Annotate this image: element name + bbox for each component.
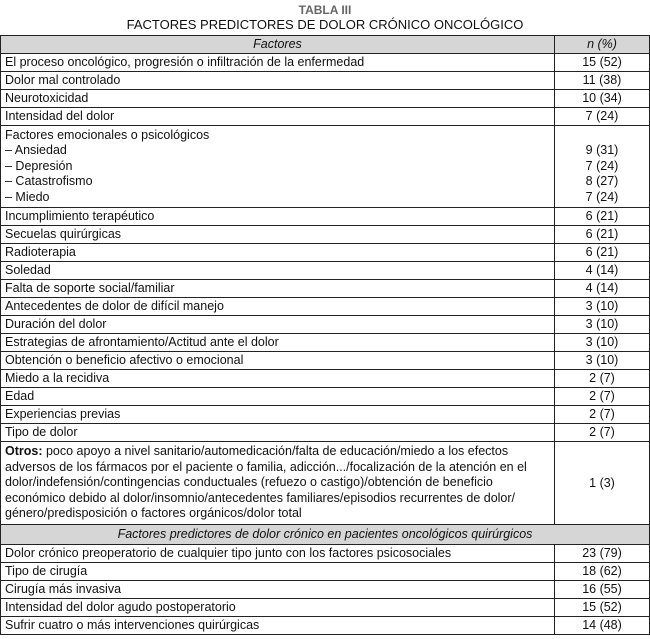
table-row: Sufrir cuatro o más intervenciones quirú… [0,616,650,635]
section-header-row: Factores predictores de dolor crónico en… [0,524,650,545]
n-cell: 16 (55) [554,580,650,599]
factor-cell: Duración del dolor [0,315,555,335]
header-n: n (%) [554,35,650,54]
factor-cell: Miedo a la recidiva [0,369,555,389]
table-row: Cirugía más invasiva 16 (55) [0,580,650,599]
n-cell: 3 (10) [554,351,650,371]
n-cell: 2 (7) [554,423,650,443]
factor-cell: Soledad [0,261,555,281]
sub-factor: – Catastrofismo [5,174,93,189]
table-title: FACTORES PREDICTORES DE DOLOR CRÓNICO ON… [126,17,524,32]
n-cell: 2 (7) [554,387,650,407]
factor-cell: Secuelas quirúrgicas [0,225,555,245]
factor-cell: Dolor crónico preoperatorio de cualquier… [0,544,555,563]
table-row: Secuelas quirúrgicas 6 (21) [0,225,650,245]
table-row: Antecedentes de dolor de difícil manejo 3… [0,297,650,317]
table-row: Soledad 4 (14) [0,261,650,281]
table-row: Radioterapia 6 (21) [0,243,650,263]
n-cell: 4 (14) [554,279,650,299]
sub-n: 9 (31) [585,143,619,158]
sub-n: 7 (24) [585,158,619,173]
sub-factor: – Miedo [5,189,50,204]
table-row: Estrategias de afrontamiento/Actitud ant… [0,333,650,353]
table-row: Tipo de dolor 2 (7) [0,423,650,443]
factor-cell: Cirugía más invasiva [0,580,555,599]
n-cell: 6 (21) [554,225,650,245]
otros-label: Otros: [5,444,43,459]
factor-cell: Tipo de cirugía [0,562,555,581]
factor-cell: Falta de soporte social/familiar [0,279,555,299]
table-row: Dolor crónico preoperatorio de cualquier… [0,544,650,563]
n-cell: 3 (10) [554,333,650,353]
predictors-table: Factores n (%) El proceso oncológico, pr… [0,35,650,635]
factor-cell: Radioterapia [0,243,555,263]
factor-cell: Experiencias previas [0,405,555,425]
table-number: TABLA III [298,3,352,17]
factor-cell: Tipo de dolor [0,423,555,443]
table-row: El proceso oncológico, progresión o infi… [0,53,650,72]
n-cell: 15 (52) [554,53,650,72]
header-factores: Factores [0,35,555,54]
factor-cell: Neurotoxicidad [0,89,555,108]
sub-factor: – Depresión [5,158,73,173]
factor-cell: Antecedentes de dolor de difícil manejo [0,297,555,317]
factor-cell: Sufrir cuatro o más intervenciones quirú… [0,616,555,635]
n-cell: 2 (7) [554,405,650,425]
factor-cell: Intensidad del dolor agudo postoperatori… [0,598,555,617]
otros-n: 1 (3) [554,441,650,525]
n-cell: 11 (38) [554,71,650,90]
table-row: Obtención o beneficio afectivo o emocion… [0,351,650,371]
n-cell: 18 (62) [554,562,650,581]
emotional-row: Factores emocionales o psicológicos – Ans… [0,124,650,209]
otros-text: poco apoyo a nivel sanitario/automedicac… [5,444,527,521]
n-cell: 10 (34) [554,89,650,108]
section-header: Factores predictores de dolor crónico en… [0,524,650,545]
n-cell: 4 (14) [554,261,650,281]
table-row: Falta de soporte social/familiar 4 (14) [0,279,650,299]
sub-factor: – Ansiedad [5,143,67,158]
n-cell: 23 (79) [554,544,650,563]
n-cell: 3 (10) [554,315,650,335]
sub-n: 8 (27) [585,174,619,189]
sub-n: 7 (24) [585,189,619,204]
table-row: Intensidad del dolor agudo postoperatori… [0,598,650,617]
factor-cell: Intensidad del dolor [0,107,555,126]
factor-cell: Incumplimiento terapéutico [0,207,555,227]
table-row: Edad 2 (7) [0,387,650,407]
n-cell: 7 (24) [554,107,650,126]
table-row: Experiencias previas 2 (7) [0,405,650,425]
factor-cell: Edad [0,387,555,407]
factor-cell: El proceso oncológico, progresión o infi… [0,53,555,72]
otros-row: Otros: poco apoyo a nivel sanitario/auto… [0,441,650,525]
n-cell: 2 (7) [554,369,650,389]
n-cell: 15 (52) [554,598,650,617]
table-row: Duración del dolor 3 (10) [0,315,650,335]
n-cell: 3 (10) [554,297,650,317]
header-row: Factores n (%) [0,35,650,54]
table-row: Miedo a la recidiva 2 (7) [0,369,650,389]
table-row: Tipo de cirugía 18 (62) [0,562,650,581]
factor-cell: Estrategias de afrontamiento/Actitud ant… [0,333,555,353]
table-row: Intensidad del dolor 7 (24) [0,107,650,126]
table-row: Incumplimiento terapéutico 6 (21) [0,207,650,227]
n-cell: 6 (21) [554,243,650,263]
emotional-label: Factores emocionales o psicológicos [5,128,210,142]
n-cell: 6 (21) [554,207,650,227]
n-cell: 14 (48) [554,616,650,635]
factor-cell: Dolor mal controlado [0,71,555,90]
factor-cell: Obtención o beneficio afectivo o emocion… [0,351,555,371]
table-row: Dolor mal controlado 11 (38) [0,71,650,90]
table-row: Neurotoxicidad 10 (34) [0,89,650,108]
